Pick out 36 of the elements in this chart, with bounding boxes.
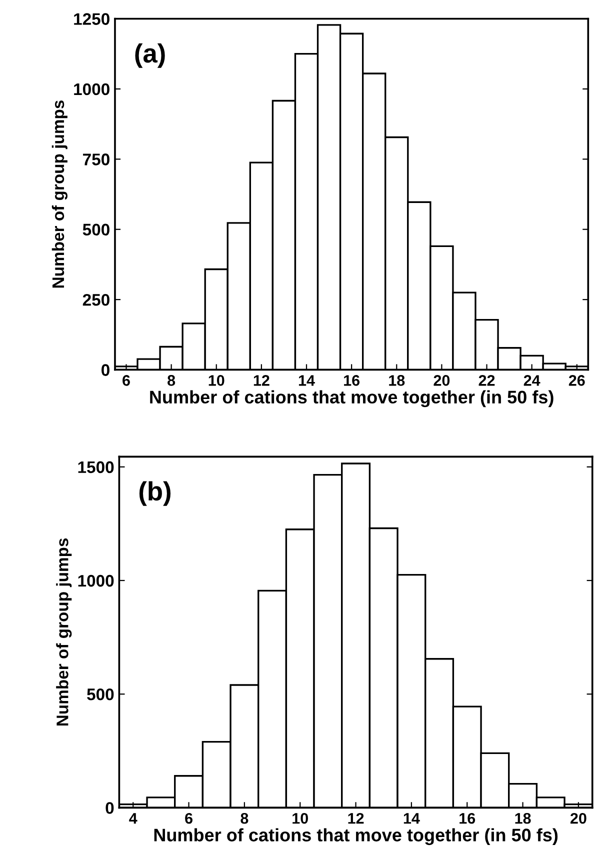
x-tick-label: 20 (434, 375, 450, 386)
x-tick-label: 8 (168, 375, 176, 386)
x-tick-label: 22 (478, 375, 495, 386)
x-tick-label: 10 (292, 812, 308, 824)
y-axis-title: Number of group jumps (56, 538, 72, 726)
y-tick-label: 1000 (74, 83, 110, 96)
y-tick-label: 0 (106, 802, 114, 814)
x-tick-label: 16 (460, 812, 476, 824)
x-axis-title: Number of cations that move together (in 50 fs) (150, 390, 554, 408)
annotation: (a) (135, 43, 165, 68)
x-tick-label: 6 (122, 375, 130, 386)
x-tick-label: 18 (389, 375, 405, 386)
x-tick-label: 24 (524, 375, 540, 386)
x-tick-label: 8 (240, 812, 248, 824)
x-tick-label: 6 (185, 812, 192, 824)
x-tick-label: 14 (298, 375, 315, 386)
y-tick-label: 1000 (78, 574, 114, 587)
x-tick-label: 18 (515, 812, 531, 824)
y-tick-label: 250 (82, 294, 110, 306)
y-tick-label: 500 (82, 224, 110, 236)
x-tick-label: 20 (570, 812, 586, 824)
x-axis-title: Number of cations that move together (in 50 fs) (154, 828, 558, 846)
x-tick-label: 10 (208, 375, 224, 386)
annotation: (b) (139, 481, 171, 506)
x-tick-label: 16 (344, 375, 360, 386)
y-tick-label: 1250 (74, 13, 110, 25)
y-tick-label: 1500 (78, 461, 114, 474)
x-tick-label: 14 (404, 813, 420, 824)
y-axis-title: Number of group jumps (52, 100, 68, 288)
x-tick-label: 4 (129, 813, 138, 824)
y-tick-label: 500 (87, 688, 114, 700)
x-tick-label: 26 (568, 375, 585, 386)
x-tick-label: 12 (254, 375, 270, 386)
y-tick-label: 0 (102, 364, 110, 376)
y-tick-label: 750 (83, 154, 110, 166)
x-tick-label: 12 (348, 812, 364, 824)
